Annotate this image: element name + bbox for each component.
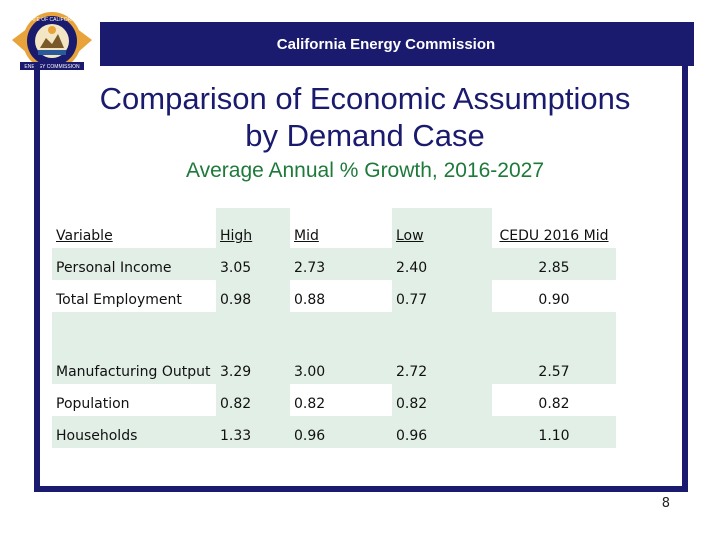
header-mid: Mid — [294, 228, 319, 244]
svg-text:ENERGY COMMISSION: ENERGY COMMISSION — [24, 64, 80, 70]
cell-high: 0.98 — [216, 280, 290, 312]
cell-high: 3.05 — [216, 248, 290, 280]
table-row: Personal Income 3.05 2.73 2.40 2.85 — [52, 248, 616, 280]
cell-low: 2.40 — [392, 248, 492, 280]
header-low: Low — [392, 208, 492, 248]
header-bar: California Energy Commission — [100, 22, 694, 66]
cell-high: 0.82 — [216, 384, 290, 416]
cell-mid: 0.96 — [290, 416, 392, 448]
title-line-2: by Demand Case — [245, 118, 485, 153]
cell-low: 0.96 — [392, 416, 492, 448]
cell-variable: Manufacturing Output — [52, 312, 216, 384]
cell-cedu: 2.57 — [492, 312, 616, 384]
table-row: Households 1.33 0.96 0.96 1.10 — [52, 416, 616, 448]
table-row: Total Employment 0.98 0.88 0.77 0.90 — [52, 280, 616, 312]
cell-cedu: 2.85 — [492, 248, 616, 280]
cell-variable: Personal Income — [52, 248, 216, 280]
cell-mid: 0.88 — [294, 292, 326, 308]
header-variable: Variable — [56, 228, 113, 244]
agency-name: California Energy Commission — [276, 35, 496, 53]
cell-mid: 0.82 — [294, 396, 326, 412]
cell-mid: 2.73 — [290, 248, 392, 280]
cell-variable: Households — [52, 416, 216, 448]
page-number: 8 — [661, 496, 670, 511]
cell-high: 1.33 — [216, 416, 290, 448]
cell-cedu: 0.90 — [538, 292, 570, 308]
svg-text:STATE OF CALIFORNIA: STATE OF CALIFORNIA — [24, 17, 80, 23]
slide-frame — [34, 62, 688, 492]
cell-low: 0.77 — [392, 280, 492, 312]
cell-cedu: 0.82 — [538, 396, 570, 412]
slide-title: Comparison of Economic Assumptions by De… — [40, 80, 690, 154]
table-row: Manufacturing Output 3.29 3.00 2.72 2.57 — [52, 312, 616, 384]
cell-mid: 3.00 — [290, 312, 392, 384]
cell-variable: Population — [56, 396, 130, 412]
cell-cedu: 1.10 — [492, 416, 616, 448]
title-line-1: Comparison of Economic Assumptions — [99, 81, 631, 116]
slide-subtitle: Average Annual % Growth, 2016-2027 — [185, 159, 545, 182]
cell-variable: Total Employment — [56, 292, 182, 308]
commission-seal-logo: STATE OF CALIFORNIA ENERGY COMMISSION — [12, 12, 92, 70]
table-header-row: Variable High Mid Low CEDU 2016 Mid — [52, 208, 616, 248]
header-high: High — [216, 208, 290, 248]
cell-low: 0.82 — [392, 384, 492, 416]
cell-high: 3.29 — [216, 312, 290, 384]
table-row: Population 0.82 0.82 0.82 0.82 — [52, 384, 616, 416]
economic-assumptions-table: Variable High Mid Low CEDU 2016 Mid Pers… — [52, 208, 616, 448]
cell-low: 2.72 — [392, 312, 492, 384]
header-cedu-2016-mid: CEDU 2016 Mid — [499, 228, 609, 244]
